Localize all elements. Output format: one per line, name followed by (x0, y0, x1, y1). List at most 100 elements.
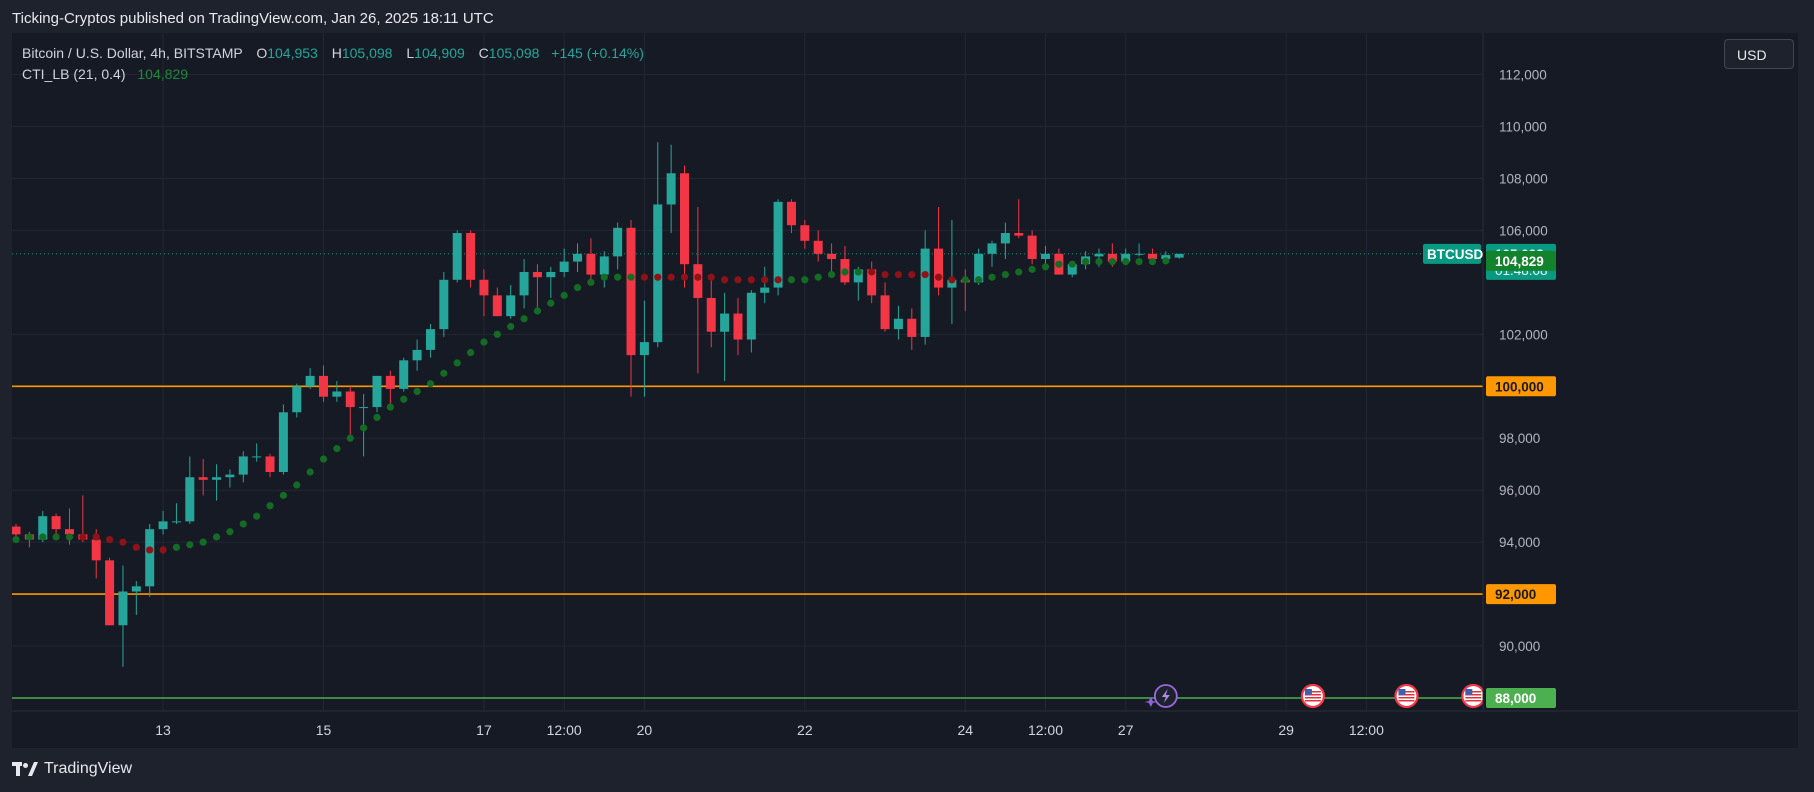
candle-body[interactable] (1107, 253, 1117, 262)
candle-body[interactable] (91, 539, 101, 561)
candle-body[interactable] (412, 349, 422, 361)
chart-frame[interactable]: 112,000 110,000 108,000 106,000 102,000 98,00… (12, 33, 1798, 748)
candle-body[interactable] (372, 375, 382, 408)
candle-body[interactable] (305, 375, 315, 387)
candle-body[interactable] (947, 279, 957, 288)
candle-body[interactable] (813, 240, 823, 254)
time-axis-label: 20 (637, 722, 653, 738)
candle-body[interactable] (706, 297, 716, 332)
event-us-flag-icon[interactable] (1300, 683, 1325, 709)
candle-body[interactable] (773, 201, 783, 288)
candle-body[interactable] (760, 287, 770, 293)
indicator-name[interactable]: CTI_LB (21, 0.4) (22, 66, 126, 82)
candle-body[interactable] (492, 295, 502, 317)
candle-body[interactable] (733, 313, 743, 340)
currency-button[interactable]: USD (1724, 39, 1794, 69)
candle-body[interactable] (693, 264, 703, 298)
candle-body[interactable] (853, 269, 863, 283)
candle-body[interactable] (626, 227, 636, 356)
candle-body[interactable] (1014, 233, 1024, 236)
candle-body[interactable] (238, 456, 248, 475)
price-tick-label: 94,000 (1499, 535, 1540, 550)
candle-body[interactable] (425, 329, 435, 350)
candle-body[interactable] (680, 173, 689, 265)
plot-area[interactable] (12, 33, 1483, 711)
candle-body[interactable] (439, 279, 449, 330)
candle-body[interactable] (399, 360, 409, 389)
candle-body[interactable] (880, 295, 890, 330)
candle-body[interactable] (278, 412, 288, 473)
candle-body[interactable] (479, 279, 489, 296)
candle-body[interactable] (599, 256, 609, 275)
candle-body[interactable] (920, 248, 930, 337)
tradingview-brand[interactable]: TradingView (12, 760, 132, 778)
candle-body[interactable] (746, 292, 756, 340)
candle-body[interactable] (1067, 264, 1077, 275)
candle-body[interactable] (252, 456, 262, 458)
candle-body[interactable] (345, 391, 355, 408)
flag-stripe (1398, 697, 1415, 699)
candle-body[interactable] (158, 521, 168, 530)
candle-body[interactable] (867, 269, 877, 296)
candle-body[interactable] (1000, 233, 1010, 244)
price-tick-label: 90,000 (1499, 639, 1540, 654)
candle-body[interactable] (519, 271, 529, 296)
candle-body[interactable] (827, 253, 837, 259)
candle-body[interactable] (800, 225, 810, 241)
candle-body[interactable] (185, 477, 195, 522)
candle-body[interactable] (639, 342, 649, 356)
candle-body[interactable] (359, 407, 369, 409)
candle-body[interactable] (786, 201, 796, 226)
candle-body[interactable] (1134, 253, 1144, 255)
candle-body[interactable] (613, 227, 623, 257)
symbol-title[interactable]: Bitcoin / U.S. Dollar, 4h, BITSTAMP (22, 45, 243, 61)
candle-body[interactable] (1174, 253, 1184, 258)
candle-body[interactable] (385, 375, 395, 389)
candle-body[interactable] (12, 526, 21, 535)
candle-body[interactable] (573, 253, 583, 262)
candle-body[interactable] (1040, 253, 1050, 259)
candle-body[interactable] (452, 233, 462, 280)
candle-body[interactable] (559, 261, 569, 272)
candle-body[interactable] (225, 474, 235, 478)
candle-body[interactable] (532, 271, 542, 278)
candle-body[interactable] (466, 233, 476, 280)
candle-body[interactable] (720, 313, 730, 332)
cti-dot (1122, 257, 1130, 266)
candle-body[interactable] (653, 204, 663, 343)
candle-body[interactable] (198, 477, 208, 480)
candle-body[interactable] (586, 253, 596, 275)
candle-body[interactable] (934, 248, 944, 288)
candle-body[interactable] (893, 318, 903, 330)
candle-body[interactable] (145, 529, 155, 587)
price-scale[interactable] (1483, 33, 1798, 711)
candle-body[interactable] (64, 529, 74, 535)
cti-dot (573, 283, 582, 292)
candle-body[interactable] (212, 477, 222, 480)
candle-body[interactable] (332, 391, 342, 397)
candle-body[interactable] (118, 591, 128, 626)
candle-body[interactable] (1094, 253, 1104, 257)
candle-body[interactable] (51, 516, 61, 530)
candle-body[interactable] (987, 243, 997, 254)
event-us-flag-icon[interactable] (1461, 683, 1486, 709)
candle-body[interactable] (1027, 235, 1037, 259)
candle-body[interactable] (319, 375, 329, 397)
candle-body[interactable] (131, 586, 141, 592)
cti-dot (1041, 263, 1050, 271)
candle-body[interactable] (171, 521, 181, 523)
candle-body[interactable] (1147, 253, 1157, 259)
candle-body[interactable] (506, 295, 516, 317)
candle-body[interactable] (292, 386, 302, 413)
candle-body[interactable] (907, 318, 917, 337)
price-chart[interactable]: 112,000 110,000 108,000 106,000 102,000 98,00… (12, 33, 1798, 748)
candle-body[interactable] (1161, 255, 1171, 259)
candle-body[interactable] (105, 560, 115, 626)
candle-body[interactable] (38, 516, 48, 540)
candle-body[interactable] (666, 173, 676, 205)
event-us-flag-icon[interactable] (1394, 683, 1419, 709)
candle-body[interactable] (265, 456, 275, 473)
candle-body[interactable] (1121, 253, 1131, 262)
candle-body[interactable] (974, 253, 984, 283)
candle-body[interactable] (546, 271, 556, 278)
